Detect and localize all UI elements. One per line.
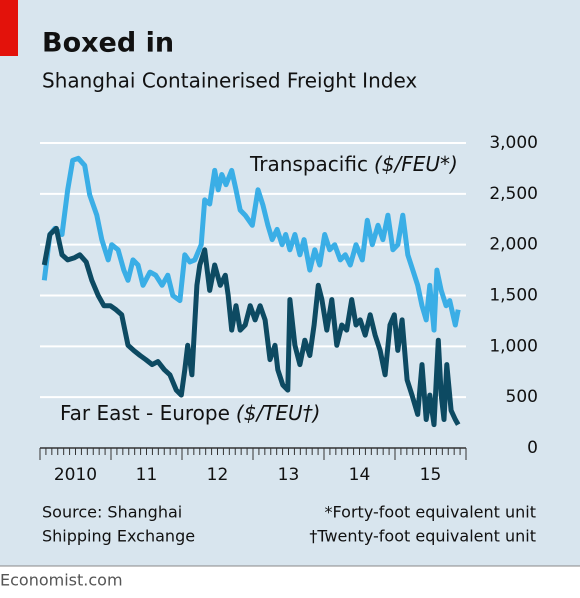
y-tick-label: 2,000: [489, 235, 538, 255]
series-line: [41, 225, 461, 428]
series-label: Far East - Europe ($/TEU†): [60, 401, 320, 425]
chart-subtitle: Shanghai Containerised Freight Index: [42, 69, 417, 93]
background: [0, 0, 580, 566]
series-unit: ($/TEU†): [236, 401, 321, 425]
x-tick-label: 14: [349, 465, 371, 485]
x-tick-label: 12: [207, 465, 229, 485]
source: Source: Shanghai: [42, 503, 182, 522]
y-tick-label: 1,000: [489, 336, 538, 356]
x-tick-label: 15: [420, 465, 442, 485]
source: Shipping Exchange: [42, 527, 195, 546]
red-tab: [0, 0, 18, 56]
series-name: Transpacific: [249, 152, 368, 176]
brand: Economist.com: [0, 571, 123, 590]
x-tick-label: 13: [278, 465, 300, 485]
note: *Forty-foot equivalent unit: [325, 503, 536, 522]
y-tick-label: 0: [527, 438, 538, 458]
y-tick-label: 500: [506, 387, 538, 407]
note: †Twenty-foot equivalent unit: [309, 527, 536, 546]
series-label: Transpacific ($/FEU*): [249, 152, 458, 176]
x-tick-label: 11: [136, 465, 158, 485]
series-name: Far East - Europe: [60, 401, 230, 425]
y-tick-label: 3,000: [489, 133, 538, 153]
y-tick-label: 2,500: [489, 184, 538, 204]
series-unit: ($/FEU*): [374, 152, 458, 176]
chart-title: Boxed in: [42, 28, 174, 59]
x-tick-label: 2010: [54, 465, 97, 485]
y-tick-label: 1,500: [489, 286, 538, 306]
series-line: [41, 155, 461, 333]
